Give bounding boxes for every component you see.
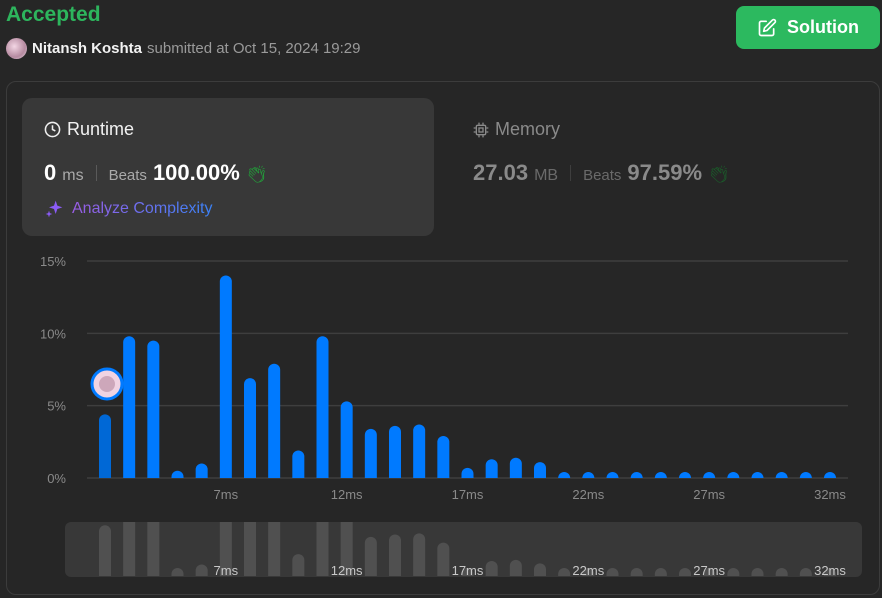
runtime-value: 0	[44, 160, 57, 185]
solution-button[interactable]: Solution	[736, 6, 880, 49]
memory-title-text: Memory	[495, 119, 561, 139]
sparkle-icon	[45, 200, 63, 218]
user-avatar[interactable]	[6, 38, 27, 59]
memory-value: 27.03	[473, 160, 529, 185]
runtime-card[interactable]	[22, 98, 434, 236]
chip-icon	[473, 122, 489, 137]
runtime-title: Runtime	[44, 119, 134, 140]
runtime-beats-label: Beats	[108, 167, 147, 184]
runtime-beats-value: 100.00%	[152, 160, 240, 185]
submitted-time: submitted at Oct 15, 2024 19:29	[147, 40, 361, 57]
clock-icon	[44, 121, 61, 138]
runtime-title-text: Runtime	[67, 119, 135, 139]
submission-info: Nitansh Koshta submitted at Oct 15, 2024…	[6, 38, 361, 59]
submission-status: Accepted	[6, 3, 101, 26]
clap-icon: 👏︎	[245, 165, 268, 184]
memory-title[interactable]: Memory	[473, 119, 560, 140]
analyze-complexity-link[interactable]: Analyze Complexity	[44, 199, 213, 219]
analyze-complexity-label: Analyze Complexity	[72, 200, 213, 217]
runtime-metric: 0 ms Beats 100.00% 👏︎	[44, 160, 267, 186]
memory-beats-value: 97.59%	[627, 160, 703, 185]
memory-beats-label: Beats	[583, 167, 622, 184]
user-name[interactable]: Nitansh Koshta	[32, 40, 143, 57]
divider	[95, 165, 97, 181]
edit-icon	[758, 18, 777, 36]
memory-unit: MB	[534, 167, 559, 184]
solution-label: Solution	[787, 17, 859, 37]
memory-metric: 27.03 MB Beats 97.59% 👏︎	[473, 160, 730, 186]
runtime-unit: ms	[62, 167, 84, 184]
result-panel	[6, 81, 880, 595]
divider	[570, 165, 572, 181]
clap-icon: 👏︎	[708, 165, 730, 184]
chart-range-selector[interactable]	[65, 522, 862, 577]
